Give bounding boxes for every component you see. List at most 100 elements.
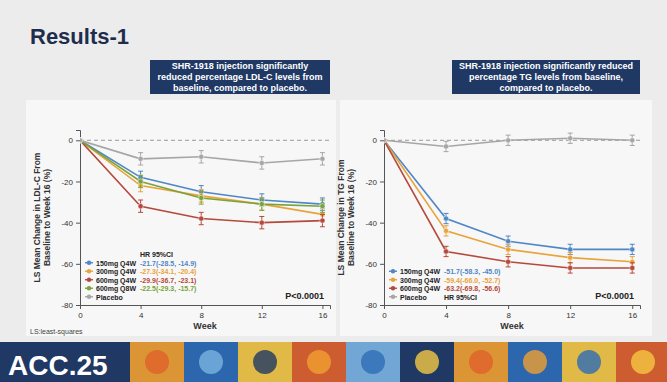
legend-ci: -21.7(-28.5, -14.9): [140, 260, 196, 268]
tick-label: 0: [78, 311, 83, 320]
error-bar: [320, 200, 325, 212]
tick-mark: [446, 305, 447, 309]
legend-label: 600mg Q8W: [96, 285, 136, 293]
data-point: [506, 259, 511, 264]
annotation: P<0.0001: [285, 291, 324, 301]
tick-label: -80: [365, 301, 377, 310]
legend-label: 600mg Q4W: [96, 277, 136, 285]
error-bar: [259, 157, 264, 169]
tick-label: -20: [61, 178, 73, 187]
data-point: [320, 204, 325, 209]
data-point: [506, 138, 511, 143]
error-bar: [199, 212, 204, 224]
tick-mark: [76, 264, 80, 265]
tick: -60: [365, 260, 384, 269]
legend-header: HR 95%CI: [444, 294, 477, 301]
y-axis-line: [380, 131, 385, 306]
legend-ci: -29.9(-36.7, -23.1): [140, 277, 196, 285]
series-line: [80, 140, 322, 206]
data-point: [80, 138, 83, 143]
error-bar: [199, 192, 204, 204]
tick-mark: [76, 181, 80, 182]
error-bar: [259, 198, 264, 210]
x-axis: 0 4 8 12 16: [78, 305, 330, 320]
tick-mark: [380, 140, 384, 141]
chart-panel: [26, 100, 336, 336]
error-bar: [444, 141, 449, 151]
legend-ci: -51.7(-58.3, -45.0): [444, 268, 500, 276]
tick-label: 12: [566, 311, 575, 320]
y-axis-title: LS Mean Change in TG FromBaseline to Wee…: [336, 159, 356, 276]
data-point: [630, 265, 635, 270]
series-line: [80, 140, 322, 222]
data-point: [138, 179, 143, 184]
tick-label: 4: [139, 311, 144, 320]
tick: 12: [566, 305, 575, 320]
tick: 8: [506, 305, 511, 320]
tick-mark: [380, 264, 384, 265]
tick-label: 16: [318, 311, 327, 320]
annotation: P<0.0001: [595, 291, 634, 301]
error-bar: [259, 198, 264, 210]
error-bar: [444, 226, 449, 236]
error-bar: [630, 263, 635, 273]
error-bar: [320, 198, 325, 210]
x-axis-title: Week: [193, 321, 217, 331]
y-axis: -80-60-40-200: [61, 131, 80, 311]
tick-mark: [76, 305, 80, 306]
legend: HR 95%CI150mg Q4W-21.7(-28.5, -14.9)300m…: [85, 251, 196, 301]
series-line: [384, 140, 632, 268]
legend-marker: [87, 269, 91, 273]
legend-marker: [391, 286, 395, 290]
plot-area: [384, 133, 640, 273]
data-point: [384, 138, 387, 143]
series-line: [80, 140, 322, 214]
tick-label: 0: [382, 311, 387, 320]
tick-label: -60: [365, 260, 377, 269]
tick-mark: [76, 140, 80, 141]
tick-label: 12: [258, 311, 267, 320]
tick-mark: [380, 181, 384, 182]
series-line: [80, 140, 322, 204]
tick-label: -80: [61, 301, 73, 310]
legend-marker: [391, 269, 395, 273]
tick: -40: [61, 219, 80, 228]
tick-label: 0: [69, 136, 74, 145]
error-bar: [568, 263, 573, 273]
legend-marker: [87, 278, 91, 282]
tick-label: 8: [506, 311, 511, 320]
x-axis-line: [385, 306, 641, 310]
series-line: [80, 140, 322, 163]
legend-ci: -63.2(-69.8, -56.6): [444, 285, 500, 293]
error-bar: [506, 257, 511, 267]
data-point: [506, 239, 511, 244]
data-point: [443, 228, 448, 233]
legend-marker: [391, 278, 395, 282]
chart-panel: [340, 100, 652, 336]
tick-mark: [201, 305, 202, 309]
tick: -40: [365, 219, 384, 228]
chart-title: SHR-1918 injection significantly reduced…: [452, 60, 640, 94]
tick-label: 8: [199, 311, 204, 320]
legend-marker: [87, 286, 91, 290]
slide-title: Results-1: [30, 24, 129, 49]
legend-label: 150mg Q4W: [96, 260, 136, 268]
data-point: [80, 138, 83, 143]
tick: 8: [199, 305, 204, 320]
x-axis-title: Week: [500, 321, 524, 331]
legend-label: 600mg Q4W: [400, 285, 440, 293]
data-point: [320, 218, 325, 223]
tick-mark: [322, 305, 323, 309]
error-bar: [138, 153, 143, 165]
error-bar: [138, 175, 143, 187]
legend: HR 95%CI150mg Q4W-51.7(-58.3, -45.0)300m…: [389, 268, 500, 301]
tick-mark: [76, 223, 80, 224]
tick-label: 0: [373, 136, 378, 145]
data-point: [384, 138, 387, 143]
reference-line: [80, 140, 330, 141]
error-bar: [630, 244, 635, 254]
series-line: [384, 140, 632, 261]
y-axis: -80-60-40-200: [365, 131, 384, 311]
x-axis-line: [81, 306, 331, 310]
error-bar: [320, 214, 325, 226]
